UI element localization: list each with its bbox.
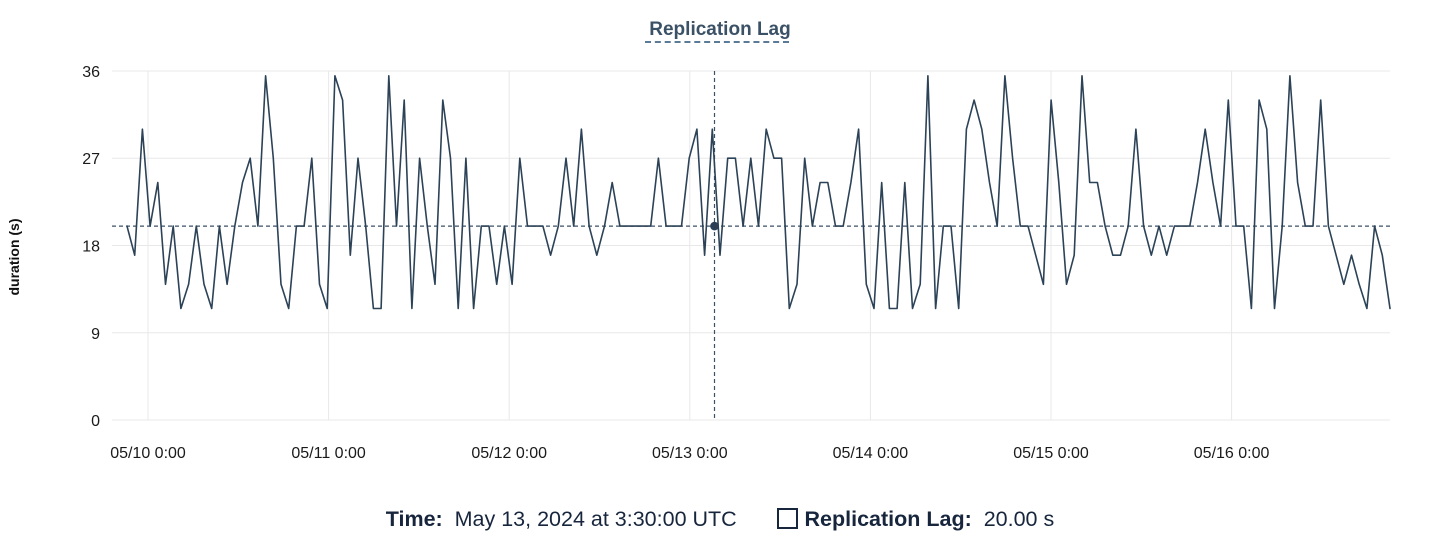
svg-text:05/16 0:00: 05/16 0:00 [1194,445,1270,462]
svg-text:18: 18 [82,239,100,256]
svg-text:05/11 0:00: 05/11 0:00 [291,445,366,462]
svg-text:05/15 0:00: 05/15 0:00 [1013,445,1089,462]
svg-text:05/13 0:00: 05/13 0:00 [652,445,728,462]
svg-text:05/10 0:00: 05/10 0:00 [110,445,186,462]
svg-text:27: 27 [82,151,100,168]
svg-text:05/14 0:00: 05/14 0:00 [833,445,909,462]
svg-text:05/12 0:00: 05/12 0:00 [471,445,547,462]
svg-text:0: 0 [91,413,100,430]
svg-text:9: 9 [91,326,100,343]
svg-text:36: 36 [82,64,100,81]
